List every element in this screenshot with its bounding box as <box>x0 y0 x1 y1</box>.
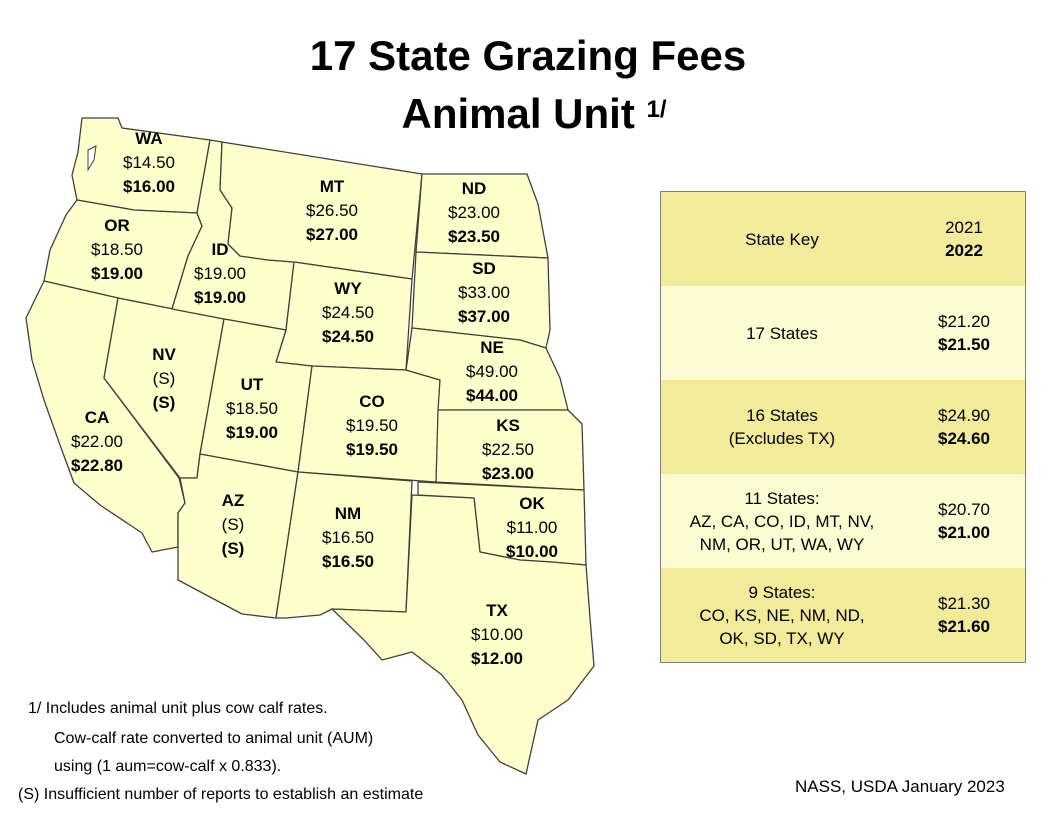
state-key-row-values: $20.70 $21.00 <box>938 500 990 542</box>
state-key-header-years: 2021 2022 <box>945 218 983 260</box>
state-key-row: 9 States: CO, KS, NE, NM, ND, OK, SD, TX, … <box>661 568 1025 662</box>
state-label-mt: MT $26.50 $27.00 <box>306 177 358 244</box>
state-nd <box>415 173 549 259</box>
state-label-co: CO $19.50 $19.50 <box>346 392 398 459</box>
state-key-row-values: $24.90 $24.60 <box>938 406 990 448</box>
state-label-nd: ND $23.00 $23.50 <box>448 179 500 246</box>
state-mt <box>219 141 423 280</box>
state-label-nm: NM $16.50 $16.50 <box>322 504 374 571</box>
footnote-line-1: 1/ Includes animal unit plus cow calf ra… <box>28 700 328 717</box>
state-key-row-label: 9 States: CO, KS, NE, NM, ND, OK, SD, TX, … <box>699 582 865 648</box>
state-key-table: State Key 2021 2022 17 States $21.20 $21.5… <box>660 191 1026 663</box>
state-ks <box>435 409 585 491</box>
state-label-wy: WY $24.50 $24.50 <box>322 279 374 346</box>
state-key-row: 16 States (Excludes TX) $24.90 $24.60 <box>661 380 1025 474</box>
source-credit: NASS, USDA January 2023 <box>795 777 1005 796</box>
state-key-row-label: 11 States: AZ, CA, CO, ID, MT, NV, NM, OR,… <box>689 488 875 554</box>
state-key-header-label: State Key <box>745 229 819 249</box>
state-label-ne: NE $49.00 $44.00 <box>466 338 518 405</box>
state-key-row-values: $21.20 $21.50 <box>938 312 990 354</box>
footnote-line-2: Cow-calf rate converted to animal unit (… <box>54 730 374 747</box>
state-label-az: AZ (S) (S) <box>221 491 245 558</box>
state-label-wa: WA $14.50 $16.00 <box>123 129 175 196</box>
footnote-insufficient: (S) Insufficient number of reports to es… <box>18 786 424 803</box>
state-label-nv: NV (S) (S) <box>152 345 176 412</box>
state-label-ut: UT $18.50 $19.00 <box>226 375 278 442</box>
state-key-row-label: 17 States <box>746 323 818 343</box>
state-label-id: ID $19.00 $19.00 <box>194 240 246 307</box>
puget-sound <box>87 145 97 172</box>
state-key-row-values: $21.30 $21.60 <box>938 594 990 636</box>
map-title: 17 State Grazing Fees <box>309 32 747 79</box>
map-subtitle: Animal Unit 1/ <box>401 90 667 137</box>
title-footnote-marker: 1/ <box>646 96 667 123</box>
state-label-or: OR $18.50 $19.00 <box>91 216 143 283</box>
state-key-row-label: 16 States (Excludes TX) <box>728 406 836 448</box>
state-label-ks: KS $22.50 $23.00 <box>482 416 534 483</box>
state-label-ok: OK $11.00 $10.00 <box>506 494 558 561</box>
state-label-tx: TX $10.00 $12.00 <box>471 601 523 668</box>
state-key-header: State Key 2021 2022 <box>661 192 1025 286</box>
state-tx <box>331 494 595 775</box>
state-label-ca: CA $22.00 $22.80 <box>71 408 123 475</box>
state-label-sd: SD $33.00 $37.00 <box>458 259 510 326</box>
state-key-row: 11 States: AZ, CA, CO, ID, MT, NV, NM, OR,… <box>661 474 1025 568</box>
state-key-row: 17 States $21.20 $21.50 <box>661 286 1025 380</box>
footnote-line-3: using (1 aum=cow-calf x 0.833). <box>54 758 282 775</box>
